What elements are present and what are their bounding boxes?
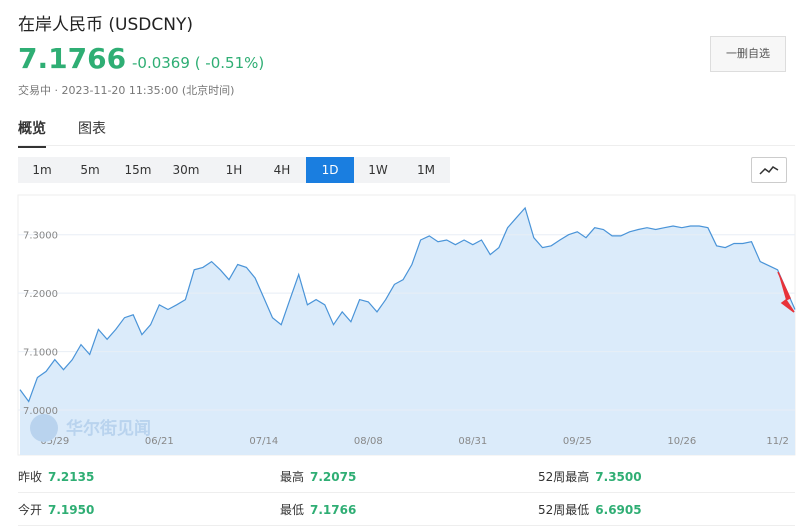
stat-label: 昨收 [18, 470, 43, 484]
y-tick-label: 7.1000 [23, 348, 58, 359]
stat-label: 52周最高 [538, 470, 590, 484]
title: 在岸人民币 (USDCNY) [18, 15, 193, 35]
range-button[interactable]: 1M [417, 163, 435, 177]
stat-value: 7.2075 [310, 470, 357, 484]
line [19, 206, 796, 403]
stat-label: 最高 [280, 470, 305, 484]
change-value: -0.0369 [132, 54, 190, 72]
stat-value: 7.3500 [595, 470, 642, 484]
x-tick-label: 08/08 [354, 436, 383, 447]
y-tick-label: 7.0000 [23, 406, 58, 417]
stat-label: 今开 [18, 503, 43, 517]
stat-value: 7.1766 [310, 503, 357, 517]
range-selector: 1m 5m 15m 30m 1H 4H 1D 1W 1M [18, 157, 450, 183]
x-tick-label: 07/14 [249, 436, 278, 447]
price: 7.1766 [18, 42, 127, 75]
stat: 昨收 7.2135 [18, 468, 94, 485]
stat-label: 52周最低 [538, 503, 590, 517]
range-button[interactable]: 4H [273, 163, 291, 177]
range-button[interactable]: 15m [124, 163, 152, 177]
stats-row: 昨收 7.2135 最高 7.2075 52周最高 7.3500 [18, 460, 795, 493]
range-button[interactable]: 1H [225, 163, 243, 177]
stat: 最低 7.1766 [280, 501, 356, 518]
icon [759, 166, 779, 175]
arrow [777, 271, 795, 313]
x-tick-label: 10/26 [667, 436, 696, 447]
change-pct: ( -0.51%) [194, 54, 265, 72]
x-tick-label: 06/21 [145, 436, 174, 447]
tab[interactable]: 概览 [18, 118, 46, 148]
stat-value: 7.1950 [48, 503, 95, 517]
range-button[interactable]: 1D [306, 157, 354, 183]
x-tick-label: 11/2 [766, 436, 788, 447]
watermark-logo [30, 414, 58, 442]
change: -0.0369 ( -0.51%) [132, 54, 264, 72]
status: 交易中 · 2023-11-20 11:35:00 (北京时间) [18, 84, 235, 97]
x-tick-label: 05/29 [40, 436, 69, 447]
watchlist-button[interactable]: 一删自选 [710, 36, 786, 72]
chart-type-button[interactable] [751, 157, 787, 183]
stat: 52周最低 6.6905 [538, 501, 642, 518]
stat: 最高 7.2075 [280, 468, 356, 485]
tab[interactable]: 图表 [78, 121, 106, 137]
tabs: 概览 图表 [18, 118, 106, 148]
stat-label: 最低 [280, 503, 305, 517]
range-button[interactable]: 1m [32, 163, 52, 177]
watermark: 华尔街见闻 [66, 418, 151, 439]
x-tick-label: 09/25 [563, 436, 592, 447]
stat-value: 6.6905 [595, 503, 642, 517]
range-button[interactable]: 1W [368, 163, 388, 177]
stat: 52周最高 7.3500 [538, 468, 642, 485]
area [20, 207, 795, 455]
x-tick-label: 08/31 [458, 436, 487, 447]
stat: 今开 7.1950 [18, 501, 94, 518]
stat-value: 7.2135 [48, 470, 95, 484]
plot-area [17, 194, 796, 456]
range-button[interactable]: 5m [80, 163, 100, 177]
y-tick-label: 7.2000 [23, 289, 58, 300]
divider [18, 145, 795, 146]
range-button[interactable]: 30m [172, 163, 200, 177]
stats-row: 今开 7.1950 最低 7.1766 52周最低 6.6905 [18, 493, 795, 526]
y-tick-label: 7.3000 [23, 231, 58, 242]
